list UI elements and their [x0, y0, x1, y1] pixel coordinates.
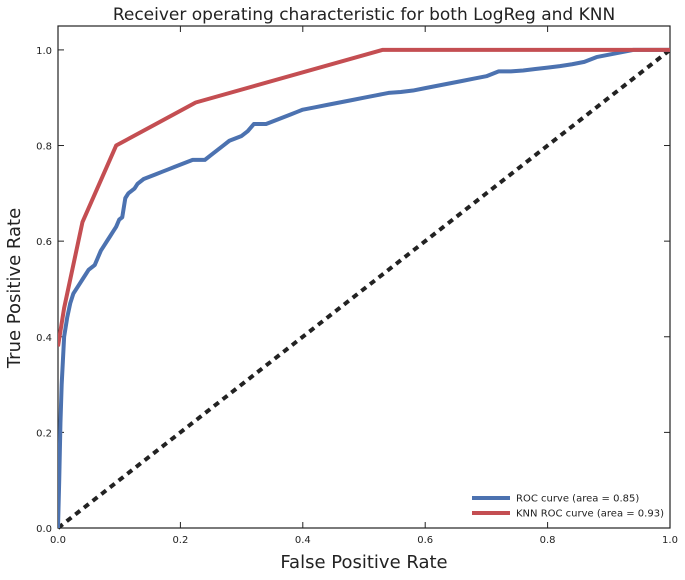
- y-tick-label: 0.4: [36, 333, 52, 344]
- y-tick-label: 0.8: [36, 142, 52, 153]
- chart-title: Receiver operating characteristic for bo…: [113, 5, 615, 25]
- y-axis-label: True Positive Rate: [4, 208, 25, 369]
- x-axis-label: False Positive Rate: [280, 552, 447, 573]
- legend-label-knn: KNN ROC curve (area = 0.93): [516, 509, 664, 520]
- x-tick-label: 0.2: [172, 535, 188, 546]
- plot-frame: [57, 25, 671, 529]
- legend-label-logreg: ROC curve (area = 0.85): [516, 494, 639, 505]
- y-tick-label: 1.0: [36, 46, 52, 57]
- x-tick-label: 0.0: [50, 535, 66, 546]
- knn-roc-line: [58, 47, 670, 347]
- y-tick-label: 0.6: [36, 237, 52, 248]
- x-tick-label: 1.0: [662, 535, 678, 546]
- x-tick-label: 0.4: [295, 535, 311, 546]
- x-tick-label: 0.8: [540, 535, 556, 546]
- logreg-roc-line: [58, 47, 670, 529]
- legend: ROC curve (area = 0.85) KNN ROC curve (ar…: [472, 494, 664, 520]
- x-tick-label: 0.6: [417, 535, 433, 546]
- y-tick-label: 0.0: [36, 524, 52, 535]
- y-tick-label: 0.2: [36, 428, 52, 439]
- chance-diagonal-line: [58, 48, 670, 530]
